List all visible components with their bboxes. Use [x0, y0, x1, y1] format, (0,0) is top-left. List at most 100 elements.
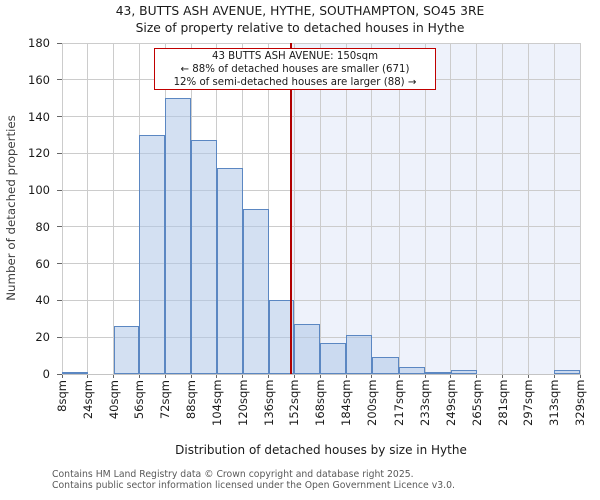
- footer-hm-land-registry: Contains HM Land Registry data © Crown c…: [52, 469, 414, 480]
- chart-title: 43, BUTTS ASH AVENUE, HYTHE, SOUTHAMPTON…: [115, 4, 485, 18]
- x-tick-label: 297sqm: [521, 379, 536, 426]
- y-tick-mark: [57, 263, 62, 265]
- x-gridline: [476, 43, 478, 374]
- x-gridline: [319, 43, 321, 374]
- y-tick-label: 20: [35, 330, 50, 345]
- x-tick-label: 200sqm: [364, 379, 379, 426]
- x-tick-label: 168sqm: [313, 379, 328, 426]
- x-tick-label: 120sqm: [235, 379, 250, 426]
- x-tick-label: 233sqm: [418, 379, 433, 426]
- histogram-bar: [165, 98, 192, 374]
- y-tick-label: 100: [28, 183, 50, 198]
- y-tick-label: 160: [28, 72, 50, 87]
- x-tick-mark: [398, 374, 400, 378]
- x-tick-label: 56sqm: [132, 380, 147, 420]
- y-tick-mark: [57, 42, 62, 44]
- y-tick-label: 60: [35, 256, 50, 271]
- histogram-bar: [294, 324, 321, 374]
- y-gridline: [62, 116, 580, 118]
- x-tick-label: 329sqm: [573, 379, 587, 426]
- x-tick-label: 8sqm: [55, 380, 69, 412]
- x-tick-mark: [293, 374, 295, 378]
- histogram-bar: [62, 372, 88, 375]
- y-tick-mark: [57, 299, 62, 301]
- y-gridline: [62, 226, 580, 228]
- histogram-bar: [371, 357, 400, 374]
- y-tick-label: 140: [28, 109, 50, 124]
- x-tick-mark: [553, 374, 555, 378]
- x-gridline: [87, 43, 89, 374]
- x-gridline: [398, 43, 400, 374]
- x-tick-label: 281sqm: [495, 379, 510, 426]
- histogram-bar: [242, 208, 269, 374]
- x-tick-mark: [268, 374, 270, 378]
- x-tick-mark: [502, 374, 504, 378]
- x-tick-mark: [319, 374, 321, 378]
- x-tick-mark: [216, 374, 218, 378]
- y-tick-label: 80: [35, 219, 50, 234]
- x-gridline: [527, 43, 529, 374]
- x-axis-spine: [62, 373, 581, 376]
- x-gridline: [553, 43, 555, 374]
- x-tick-mark: [345, 374, 347, 378]
- annotation-box: 43 BUTTS ASH AVENUE: 150sqm ← 88% of det…: [154, 48, 436, 90]
- x-tick-mark: [527, 374, 529, 378]
- property-size-marker-line: [290, 43, 293, 374]
- x-gridline: [371, 43, 373, 374]
- x-tick-mark: [579, 374, 581, 378]
- histogram-bar: [320, 342, 346, 374]
- x-tick-mark: [190, 374, 192, 378]
- x-tick-label: 24sqm: [80, 380, 95, 420]
- x-tick-label: 72sqm: [158, 380, 173, 420]
- histogram-bar: [113, 326, 140, 374]
- x-tick-label: 184sqm: [339, 379, 353, 426]
- y-tick-mark: [57, 373, 62, 375]
- x-tick-mark: [138, 374, 140, 378]
- x-tick-label: 40sqm: [106, 380, 121, 420]
- x-tick-label: 249sqm: [443, 379, 458, 426]
- x-tick-mark: [242, 374, 244, 378]
- y-gridline: [62, 189, 580, 191]
- y-tick-mark: [57, 336, 62, 338]
- x-tick-mark: [87, 374, 89, 378]
- y-tick-label: 0: [42, 367, 50, 381]
- x-gridline: [579, 43, 581, 374]
- x-tick-mark: [61, 374, 63, 378]
- histogram-bar: [425, 372, 451, 375]
- x-tick-mark: [476, 374, 478, 378]
- x-tick-label: 104sqm: [209, 379, 224, 426]
- y-tick-label: 40: [35, 293, 50, 308]
- x-gridline: [345, 43, 347, 374]
- histogram-bar: [346, 335, 372, 374]
- x-gridline: [113, 43, 115, 374]
- x-tick-label: 136sqm: [261, 379, 276, 426]
- x-axis-title: Distribution of detached houses by size …: [175, 443, 467, 457]
- y-tick-label: 120: [28, 146, 50, 161]
- y-gridline: [62, 42, 580, 44]
- x-tick-label: 217sqm: [392, 379, 407, 426]
- x-tick-mark: [450, 374, 452, 378]
- histogram-bar: [399, 366, 426, 374]
- x-tick-label: 88sqm: [184, 380, 199, 420]
- footer-open-government-licence: Contains public sector information licen…: [52, 479, 455, 491]
- y-gridline: [62, 336, 580, 338]
- x-gridline: [61, 43, 63, 374]
- y-axis-title: Number of detached properties: [4, 115, 18, 301]
- y-gridline: [62, 152, 580, 154]
- histogram-bar: [191, 140, 217, 374]
- x-gridline: [268, 43, 270, 374]
- y-tick-mark: [57, 226, 62, 228]
- y-tick-mark: [57, 152, 62, 154]
- y-tick-mark: [57, 116, 62, 118]
- annotation-smaller-stat: ← 88% of detached houses are smaller (67…: [180, 64, 410, 76]
- x-tick-label: 313sqm: [547, 379, 562, 426]
- highlight-region: [291, 43, 580, 374]
- histogram-bar: [216, 168, 243, 374]
- y-gridline: [62, 299, 580, 301]
- histogram-bar: [450, 370, 477, 374]
- x-gridline: [502, 43, 504, 374]
- x-tick-mark: [371, 374, 373, 378]
- license-footer: Contains HM Land Registry data © Crown c…: [52, 469, 600, 492]
